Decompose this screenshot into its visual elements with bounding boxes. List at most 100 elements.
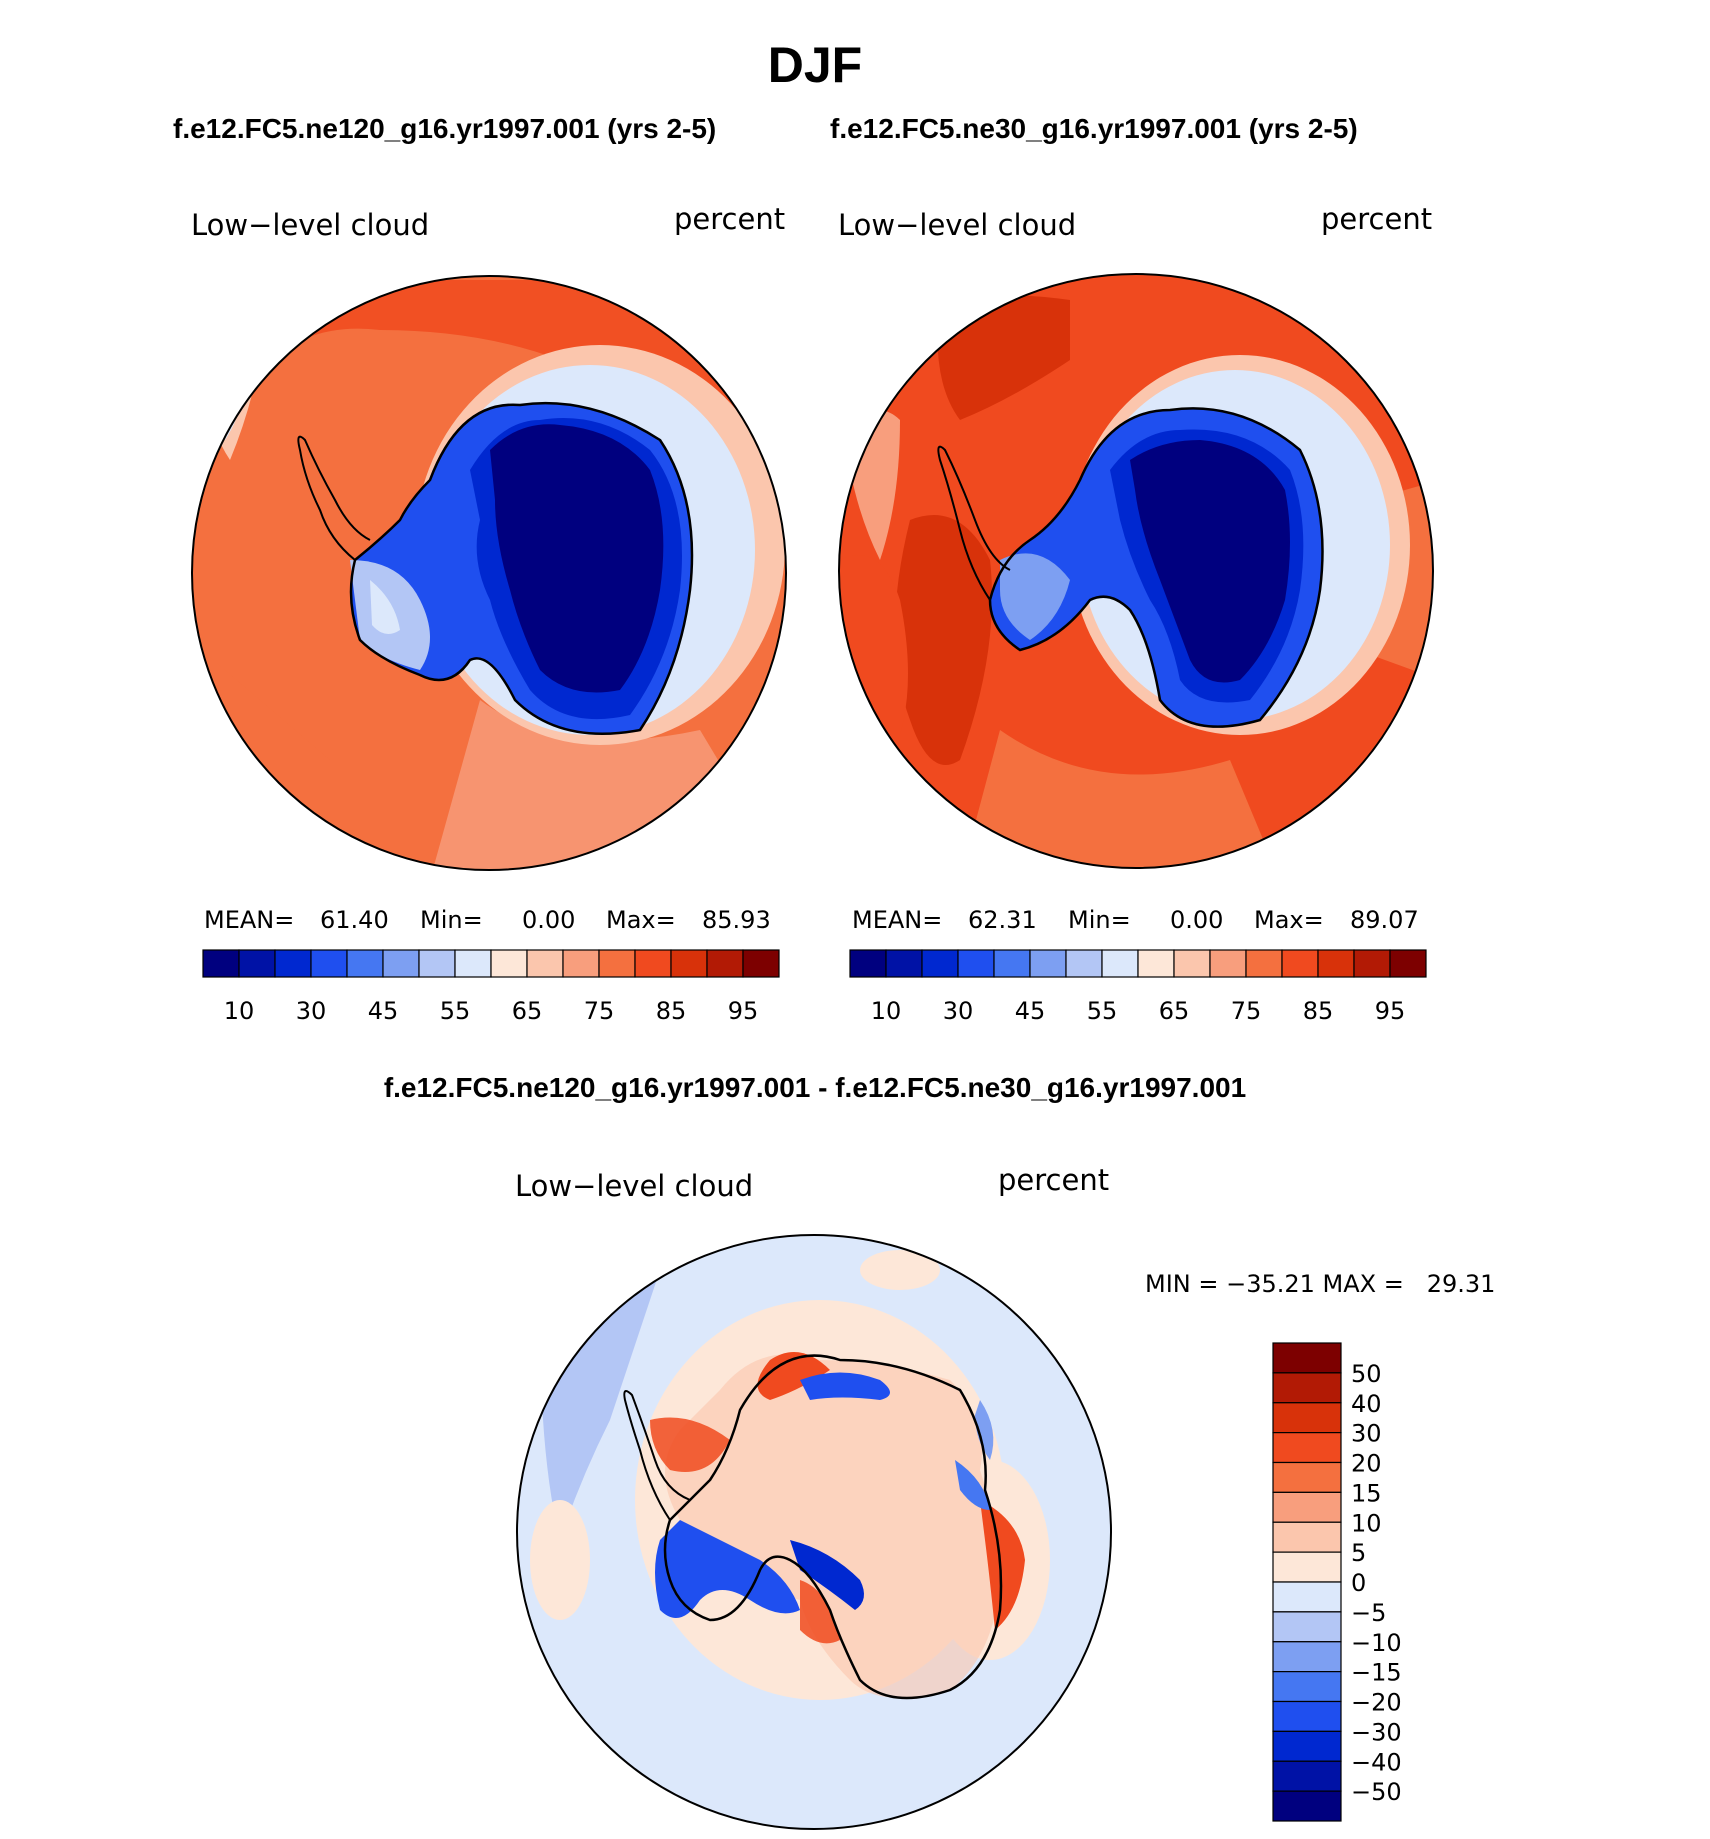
panel-1-colorbar-swatch	[382, 949, 420, 978]
panel-3-colorbar-tick-label: 10	[1351, 1509, 1382, 1537]
figure-title: DJF	[767, 37, 863, 93]
panel-1-colorbar-swatch	[454, 949, 492, 978]
panel-3-colorbar-tick-label: −40	[1351, 1748, 1402, 1776]
panel-3-colorbar-tick-label: 15	[1351, 1479, 1382, 1507]
panel-2-colorbar: 10 30 45 55 65 75 85 95	[849, 949, 1427, 1025]
panel-1-min-value: 0.00	[522, 906, 575, 934]
panel-1-colorbar-swatch	[634, 949, 672, 978]
panel-2-colorbar-swatch	[1173, 949, 1211, 978]
panel-3-case-title: f.e12.FC5.ne120_g16.yr1997.001 - f.e12.F…	[383, 1072, 1247, 1103]
panel-2-colorbar-swatch	[1245, 949, 1283, 978]
panel-1-colorbar-swatch	[562, 949, 600, 978]
panel-1-units-label: percent	[674, 202, 785, 236]
panel-2-min-label: Min=	[1068, 906, 1131, 934]
panel-2-colorbar-tick-label: 75	[1231, 997, 1262, 1025]
panel-1-max-value: 85.93	[702, 906, 771, 934]
panel-2-mean-value: 62.31	[968, 906, 1037, 934]
panel-3-minmax-label: MIN = −35.21 MAX = 29.31	[1145, 1270, 1495, 1298]
panel-3-colorbar-swatch	[1272, 1581, 1342, 1613]
panel-1-colorbar-tick-label: 65	[512, 997, 543, 1025]
panel-2-colorbar-swatch	[1029, 949, 1067, 978]
panel-1-case-title: f.e12.FC5.ne120_g16.yr1997.001 (yrs 2-5)	[173, 113, 717, 144]
panel-1-colorbar-swatch	[670, 949, 708, 978]
panel-1-colorbar-swatch	[526, 949, 564, 978]
panel-2-stats: MEAN= 62.31 Min= 0.00 Max= 89.07	[852, 906, 1419, 934]
panel-1-colorbar-tick-label: 75	[584, 997, 615, 1025]
panel-2-colorbar-swatch	[1137, 949, 1175, 978]
panel-1-colorbar-swatch	[238, 949, 276, 978]
panel-1-map-boundary	[191, 275, 787, 871]
panel-2-colorbar-swatch	[1209, 949, 1247, 978]
panel-3-colorbar-tick-label: −30	[1351, 1718, 1402, 1746]
panel-2-variable-label: Low−level cloud	[838, 208, 1076, 242]
panel-2-colorbar-tick-label: 65	[1159, 997, 1190, 1025]
panel-1-colorbar-swatch	[742, 949, 780, 978]
panel-3-colorbar-swatch	[1272, 1790, 1342, 1822]
panel-2-max-label: Max=	[1254, 906, 1324, 934]
panel-1-colorbar-tick-label: 30	[296, 997, 327, 1025]
panel-2-colorbar-swatch	[1317, 949, 1355, 978]
panel-3-colorbar-swatch	[1272, 1491, 1342, 1523]
panel-1-map	[192, 276, 786, 870]
panel-1-colorbar-swatch	[706, 949, 744, 978]
panel-3-map-boundary	[516, 1234, 1112, 1830]
panel-1-colorbar-swatch	[274, 949, 312, 978]
panel-2-colorbar-swatch	[1389, 949, 1427, 978]
panel-2-colorbar-swatch	[957, 949, 995, 978]
panel-3-colorbar-swatch	[1272, 1372, 1342, 1404]
panel-3-colorbar-swatch	[1272, 1671, 1342, 1703]
panel-1-colorbar-swatch	[598, 949, 636, 978]
panel-2-colorbar-swatch	[885, 949, 923, 978]
panel-2-colorbar-swatch	[849, 949, 887, 978]
panel-2-colorbar-swatch	[1101, 949, 1139, 978]
panel-1-colorbar-swatch	[346, 949, 384, 978]
panel-3-colorbar-swatch	[1272, 1700, 1342, 1732]
panel-2-map	[839, 274, 1433, 868]
panel-2-colorbar-swatch	[1065, 949, 1103, 978]
panel-3-colorbar-swatch	[1272, 1342, 1342, 1374]
panel-1-colorbar-swatch	[202, 949, 240, 978]
panel-2-colorbar-swatch	[1353, 949, 1391, 978]
panel-2-colorbar-tick-label: 55	[1087, 997, 1118, 1025]
panel-3-colorbar-tick-label: 5	[1351, 1539, 1366, 1567]
panel-1-colorbar: 10 30 45 55 65 75 85 95	[202, 949, 780, 1025]
panel-2-min-value: 0.00	[1170, 906, 1223, 934]
panel-1-max-label: Max=	[606, 906, 676, 934]
panel-2-colorbar-tick-label: 45	[1015, 997, 1046, 1025]
panel-3-colorbar-swatch	[1272, 1402, 1342, 1434]
panel-1-colorbar-swatch	[418, 949, 456, 978]
panel-1-mean-label: MEAN=	[204, 906, 294, 934]
panel-3-colorbar-tick-label: −15	[1351, 1659, 1402, 1687]
panel-3-colorbar-tick-label: 50	[1351, 1360, 1382, 1388]
panel-1-colorbar-swatch	[490, 949, 528, 978]
panel-2-case-title: f.e12.FC5.ne30_g16.yr1997.001 (yrs 2-5)	[830, 113, 1358, 144]
panel-3-variable-label: Low−level cloud	[515, 1169, 753, 1203]
panel-2-colorbar-swatch	[1281, 949, 1319, 978]
panel-2-units-label: percent	[1321, 202, 1432, 236]
panel-1-colorbar-tick-label: 85	[656, 997, 687, 1025]
panel-2-colorbar-swatch	[993, 949, 1031, 978]
panel-2-colorbar-tick-label: 85	[1303, 997, 1334, 1025]
panel-3-colorbar-tick-label: 40	[1351, 1390, 1382, 1418]
panel-1-colorbar-tick-label: 95	[728, 997, 759, 1025]
panel-3-colorbar-tick-label: −5	[1351, 1599, 1386, 1627]
panel-3-map	[517, 1235, 1111, 1829]
panel-3-colorbar-swatch	[1272, 1461, 1342, 1493]
panel-2-max-value: 89.07	[1350, 906, 1419, 934]
panel-3-colorbar-tick-label: −10	[1351, 1629, 1402, 1657]
panel-3-colorbar-swatch	[1272, 1611, 1342, 1643]
panel-3-units-label: percent	[998, 1163, 1109, 1197]
panel-2-map-boundary	[838, 273, 1434, 869]
panel-1-colorbar-tick-label: 55	[440, 997, 471, 1025]
panel-3-colorbar-swatch	[1272, 1641, 1342, 1673]
panel-1-colorbar-tick-label: 45	[368, 997, 399, 1025]
panel-3-colorbar-swatch	[1272, 1521, 1342, 1553]
panel-3-colorbar-tick-label: 30	[1351, 1420, 1382, 1448]
panel-1-colorbar-swatch	[310, 949, 348, 978]
panel-1-stats: MEAN= 61.40 Min= 0.00 Max= 85.93	[204, 906, 771, 934]
panel-1-variable-label: Low−level cloud	[191, 208, 429, 242]
panel-3-colorbar-swatch	[1272, 1551, 1342, 1583]
panel-2-mean-label: MEAN=	[852, 906, 942, 934]
